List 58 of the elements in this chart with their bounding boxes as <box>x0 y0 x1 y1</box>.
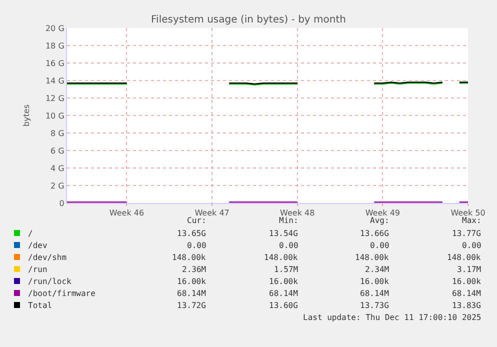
x-tick-label: Week 48 <box>280 208 315 218</box>
x-tick-label: Week 50 <box>450 208 486 218</box>
text: 2.36M <box>182 265 206 274</box>
y-tick-label: 10 G <box>45 111 64 120</box>
text: 2.34M <box>365 265 390 274</box>
text: 13.73G <box>360 301 390 310</box>
text: 68.14M <box>177 289 206 298</box>
text: 0.00 <box>279 241 298 250</box>
text: 68.14M <box>269 289 298 298</box>
text: Last update: Thu Dec 11 17:00:10 2025 <box>303 313 482 322</box>
chart-title: Filesystem usage (in bytes) - by month <box>151 14 346 26</box>
y-axis-title: bytes <box>22 104 32 127</box>
legend-label: Total <box>28 301 52 310</box>
y-tick-label: 12 G <box>45 94 64 103</box>
text: 0.00 <box>370 241 390 250</box>
text: 68.14M <box>360 289 390 298</box>
text: 1.57M <box>274 265 298 274</box>
legend-label: /dev/shm <box>28 253 67 262</box>
text: Avg: <box>370 216 390 225</box>
y-tick-label: 0 <box>59 198 64 208</box>
text: 13.77G <box>452 229 482 238</box>
text: 0.00 <box>187 241 206 250</box>
text: 13.65G <box>177 229 206 238</box>
x-tick-label: Week 46 <box>109 208 144 218</box>
text: 13.66G <box>360 229 390 238</box>
text: 148.00k <box>264 253 298 262</box>
text: 148.00k <box>355 253 389 262</box>
y-tick-label: 16 G <box>45 58 64 68</box>
legend-label: / <box>28 229 33 238</box>
y-tick-label: 20 G <box>45 24 64 33</box>
y-tick-label: 18 G <box>45 41 64 50</box>
x-tick-label: Week 47 <box>194 208 230 218</box>
legend-label: /run <box>28 265 48 274</box>
text: 16.00k <box>360 277 390 286</box>
text: 13.83G <box>452 301 482 310</box>
text: 3.17M <box>457 265 482 274</box>
text: Max: <box>462 216 482 225</box>
text: Min: <box>279 216 298 225</box>
x-tick-label: Week 49 <box>365 208 400 218</box>
text: 148.00k <box>172 253 206 262</box>
text: 68.14M <box>452 289 482 298</box>
text: 0.00 <box>462 241 482 250</box>
text: 16.00k <box>269 277 298 286</box>
legend-label: /boot/firmware <box>28 289 96 298</box>
legend-label: /run/lock <box>28 277 72 286</box>
y-tick-label: 2 G <box>50 181 64 190</box>
text: 13.72G <box>177 301 206 310</box>
text: 16.00k <box>452 277 482 286</box>
y-tick-label: 14 G <box>45 76 64 86</box>
text: 13.54G <box>269 229 298 238</box>
text: 13.60G <box>269 301 298 310</box>
y-tick-label: 4 G <box>50 164 64 173</box>
text: 148.00k <box>447 253 481 262</box>
y-tick-label: 6 G <box>50 146 64 156</box>
text: Cur: <box>187 216 206 225</box>
text: 16.00k <box>177 277 206 286</box>
y-tick-label: 8 G <box>50 128 64 138</box>
legend-label: /dev <box>28 241 48 250</box>
